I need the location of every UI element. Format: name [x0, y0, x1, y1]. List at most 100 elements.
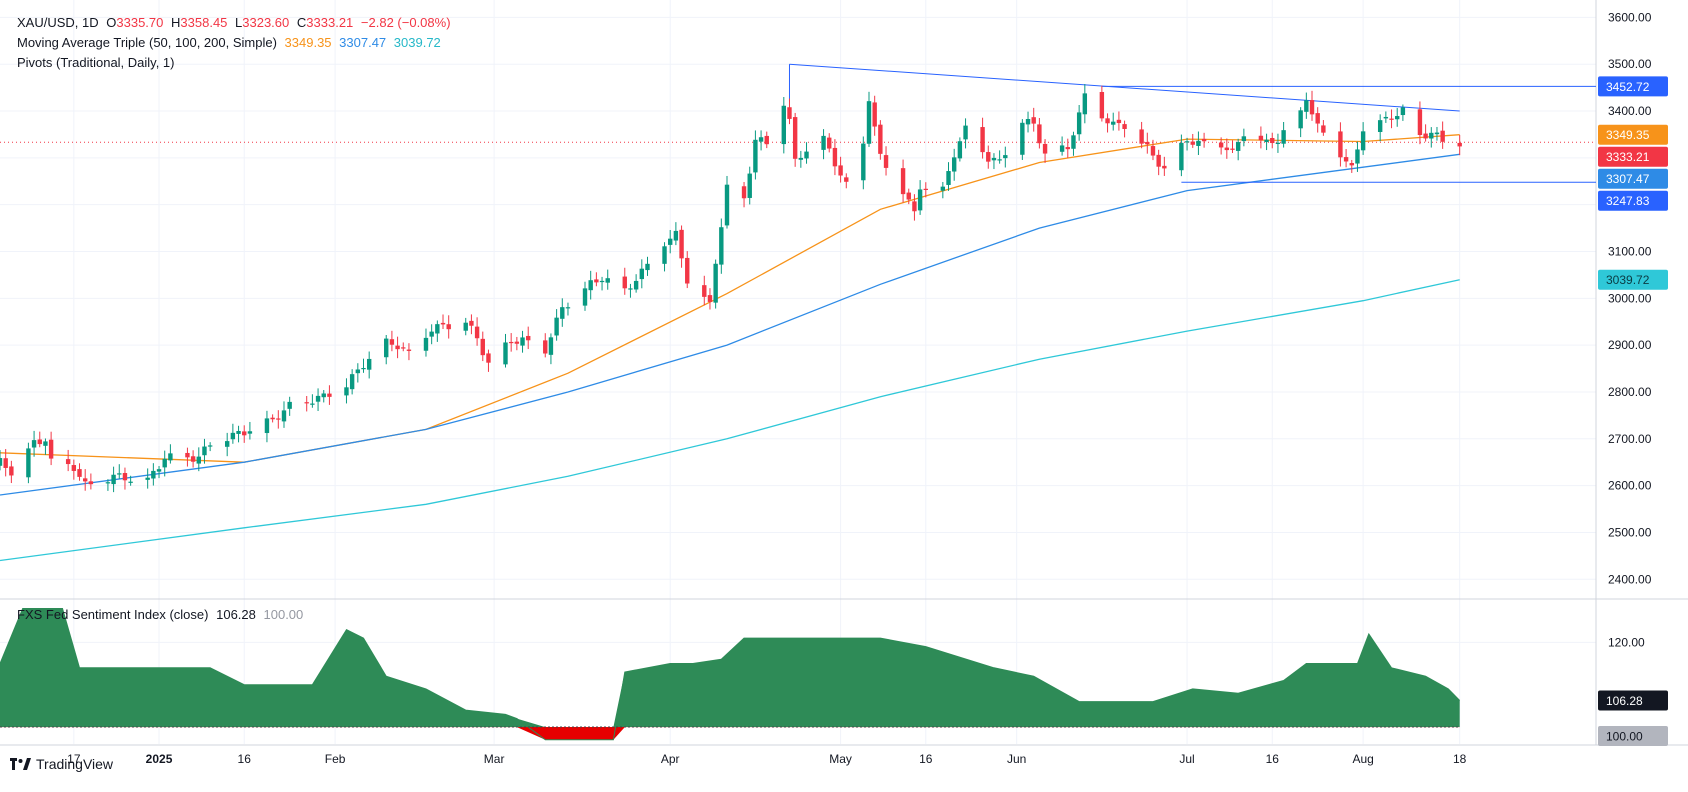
- candle-body: [202, 446, 207, 456]
- candle-body: [508, 341, 514, 344]
- candle: [435, 320, 440, 342]
- candle-body: [679, 229, 684, 259]
- price-tick-label: 3100.00: [1608, 244, 1652, 258]
- candle-body: [168, 453, 173, 461]
- candle-body: [1360, 131, 1366, 151]
- candle: [321, 389, 326, 403]
- candle: [43, 438, 48, 455]
- candle: [753, 130, 758, 180]
- time-tick-label: Jul: [1179, 752, 1194, 766]
- pivots-label: Pivots (Traditional, Daily, 1): [17, 55, 175, 70]
- candle: [105, 479, 111, 491]
- candle-body: [628, 288, 633, 290]
- price-axis[interactable]: 2400.00 2500.00 2600.00 2700.00 2800.00 2900.…: [1608, 10, 1652, 649]
- tradingview-brand[interactable]: TradingView: [10, 756, 113, 772]
- candle-body: [673, 230, 679, 241]
- ma-legend[interactable]: Moving Average Triple (50, 100, 200, Sim…: [17, 35, 445, 50]
- ma200-value: 3039.72: [393, 35, 441, 50]
- candle-body: [224, 441, 230, 447]
- candle-body: [1315, 113, 1320, 124]
- candle-body: [82, 478, 88, 482]
- candle-body: [65, 459, 71, 465]
- price-label-text: 3247.83: [1606, 194, 1650, 208]
- candle: [878, 120, 883, 160]
- time-tick-label: Mar: [484, 752, 505, 766]
- candle: [1184, 137, 1190, 151]
- price-tick-label: 2700.00: [1608, 432, 1652, 446]
- candle-body: [1281, 130, 1286, 144]
- candle-body: [429, 331, 434, 337]
- candle: [1076, 105, 1082, 141]
- candle: [508, 333, 514, 352]
- candle: [1298, 107, 1303, 138]
- candle-body: [1258, 135, 1264, 141]
- indicator-legend[interactable]: FXS Fed Sentiment Index (close) 106.28 1…: [17, 607, 307, 622]
- candle-body: [764, 135, 769, 145]
- candle: [520, 330, 525, 353]
- candle: [31, 430, 37, 457]
- candle: [1105, 113, 1110, 133]
- candle-body: [713, 263, 718, 303]
- candle-body: [1201, 138, 1207, 142]
- candle: [287, 396, 292, 416]
- candle-body: [798, 157, 804, 160]
- symbol-legend: XAU/USD, 1D O3335.70 H3358.45 L3323.60 C…: [17, 15, 455, 30]
- candle-body: [1235, 142, 1241, 151]
- price-tick-label: 2500.00: [1608, 525, 1652, 539]
- candle-body: [1241, 136, 1247, 142]
- time-tick-label: 16: [919, 752, 933, 766]
- candle-body: [1218, 142, 1224, 148]
- candle: [327, 385, 332, 405]
- candle: [940, 181, 946, 199]
- candle-body: [281, 410, 287, 422]
- candle: [946, 162, 951, 191]
- candle-body: [622, 276, 627, 289]
- candle-body: [1025, 118, 1031, 125]
- candle: [764, 131, 769, 149]
- candle: [741, 182, 747, 208]
- candle-body: [1179, 142, 1184, 171]
- candle: [832, 139, 838, 176]
- candle-body: [1389, 118, 1394, 120]
- candle-body: [997, 159, 1002, 161]
- indicator-value: 106.28: [216, 607, 256, 622]
- candle: [185, 447, 190, 467]
- time-axis[interactable]: 17 2025 16 Feb Mar Apr May 16 Jun Jul 16 Aug 18: [67, 752, 1467, 766]
- pivots-legend[interactable]: Pivots (Traditional, Daily, 1): [17, 55, 179, 70]
- candle-body: [1321, 125, 1326, 133]
- candle-body: [923, 188, 928, 190]
- candle-body: [747, 173, 752, 198]
- candle: [1275, 133, 1281, 153]
- candle-body: [565, 307, 571, 309]
- candle: [679, 225, 684, 268]
- candle-body: [276, 418, 281, 420]
- candle: [429, 324, 434, 345]
- candle-body: [1298, 110, 1303, 129]
- price-label-ma200: 3039.72: [1598, 269, 1668, 290]
- price-label-bg: [1598, 269, 1668, 290]
- candle-body: [1343, 157, 1349, 162]
- candle: [3, 449, 8, 477]
- candle-body: [43, 441, 48, 446]
- candle-body: [1082, 93, 1088, 115]
- candle-body: [463, 322, 468, 331]
- sentiment-value-text: 106.28: [1606, 694, 1643, 708]
- close-value: 3333.21: [306, 15, 354, 30]
- candle: [980, 117, 985, 159]
- candle: [821, 129, 826, 160]
- sentiment-line: [0, 608, 1461, 741]
- candle-body: [668, 238, 673, 245]
- candle-body: [980, 127, 985, 153]
- candle: [1042, 139, 1048, 163]
- candle: [923, 182, 928, 198]
- candle: [883, 146, 889, 176]
- candle-body: [423, 337, 429, 351]
- candle: [594, 272, 599, 287]
- symbol-title[interactable]: XAU/USD, 1D: [17, 15, 99, 30]
- time-tick-label: Aug: [1352, 752, 1373, 766]
- change-value: −2.82 (−0.08%): [360, 15, 451, 30]
- time-tick-label: 2025: [146, 752, 173, 766]
- close-label: C: [296, 15, 307, 30]
- candle-body: [1184, 141, 1190, 143]
